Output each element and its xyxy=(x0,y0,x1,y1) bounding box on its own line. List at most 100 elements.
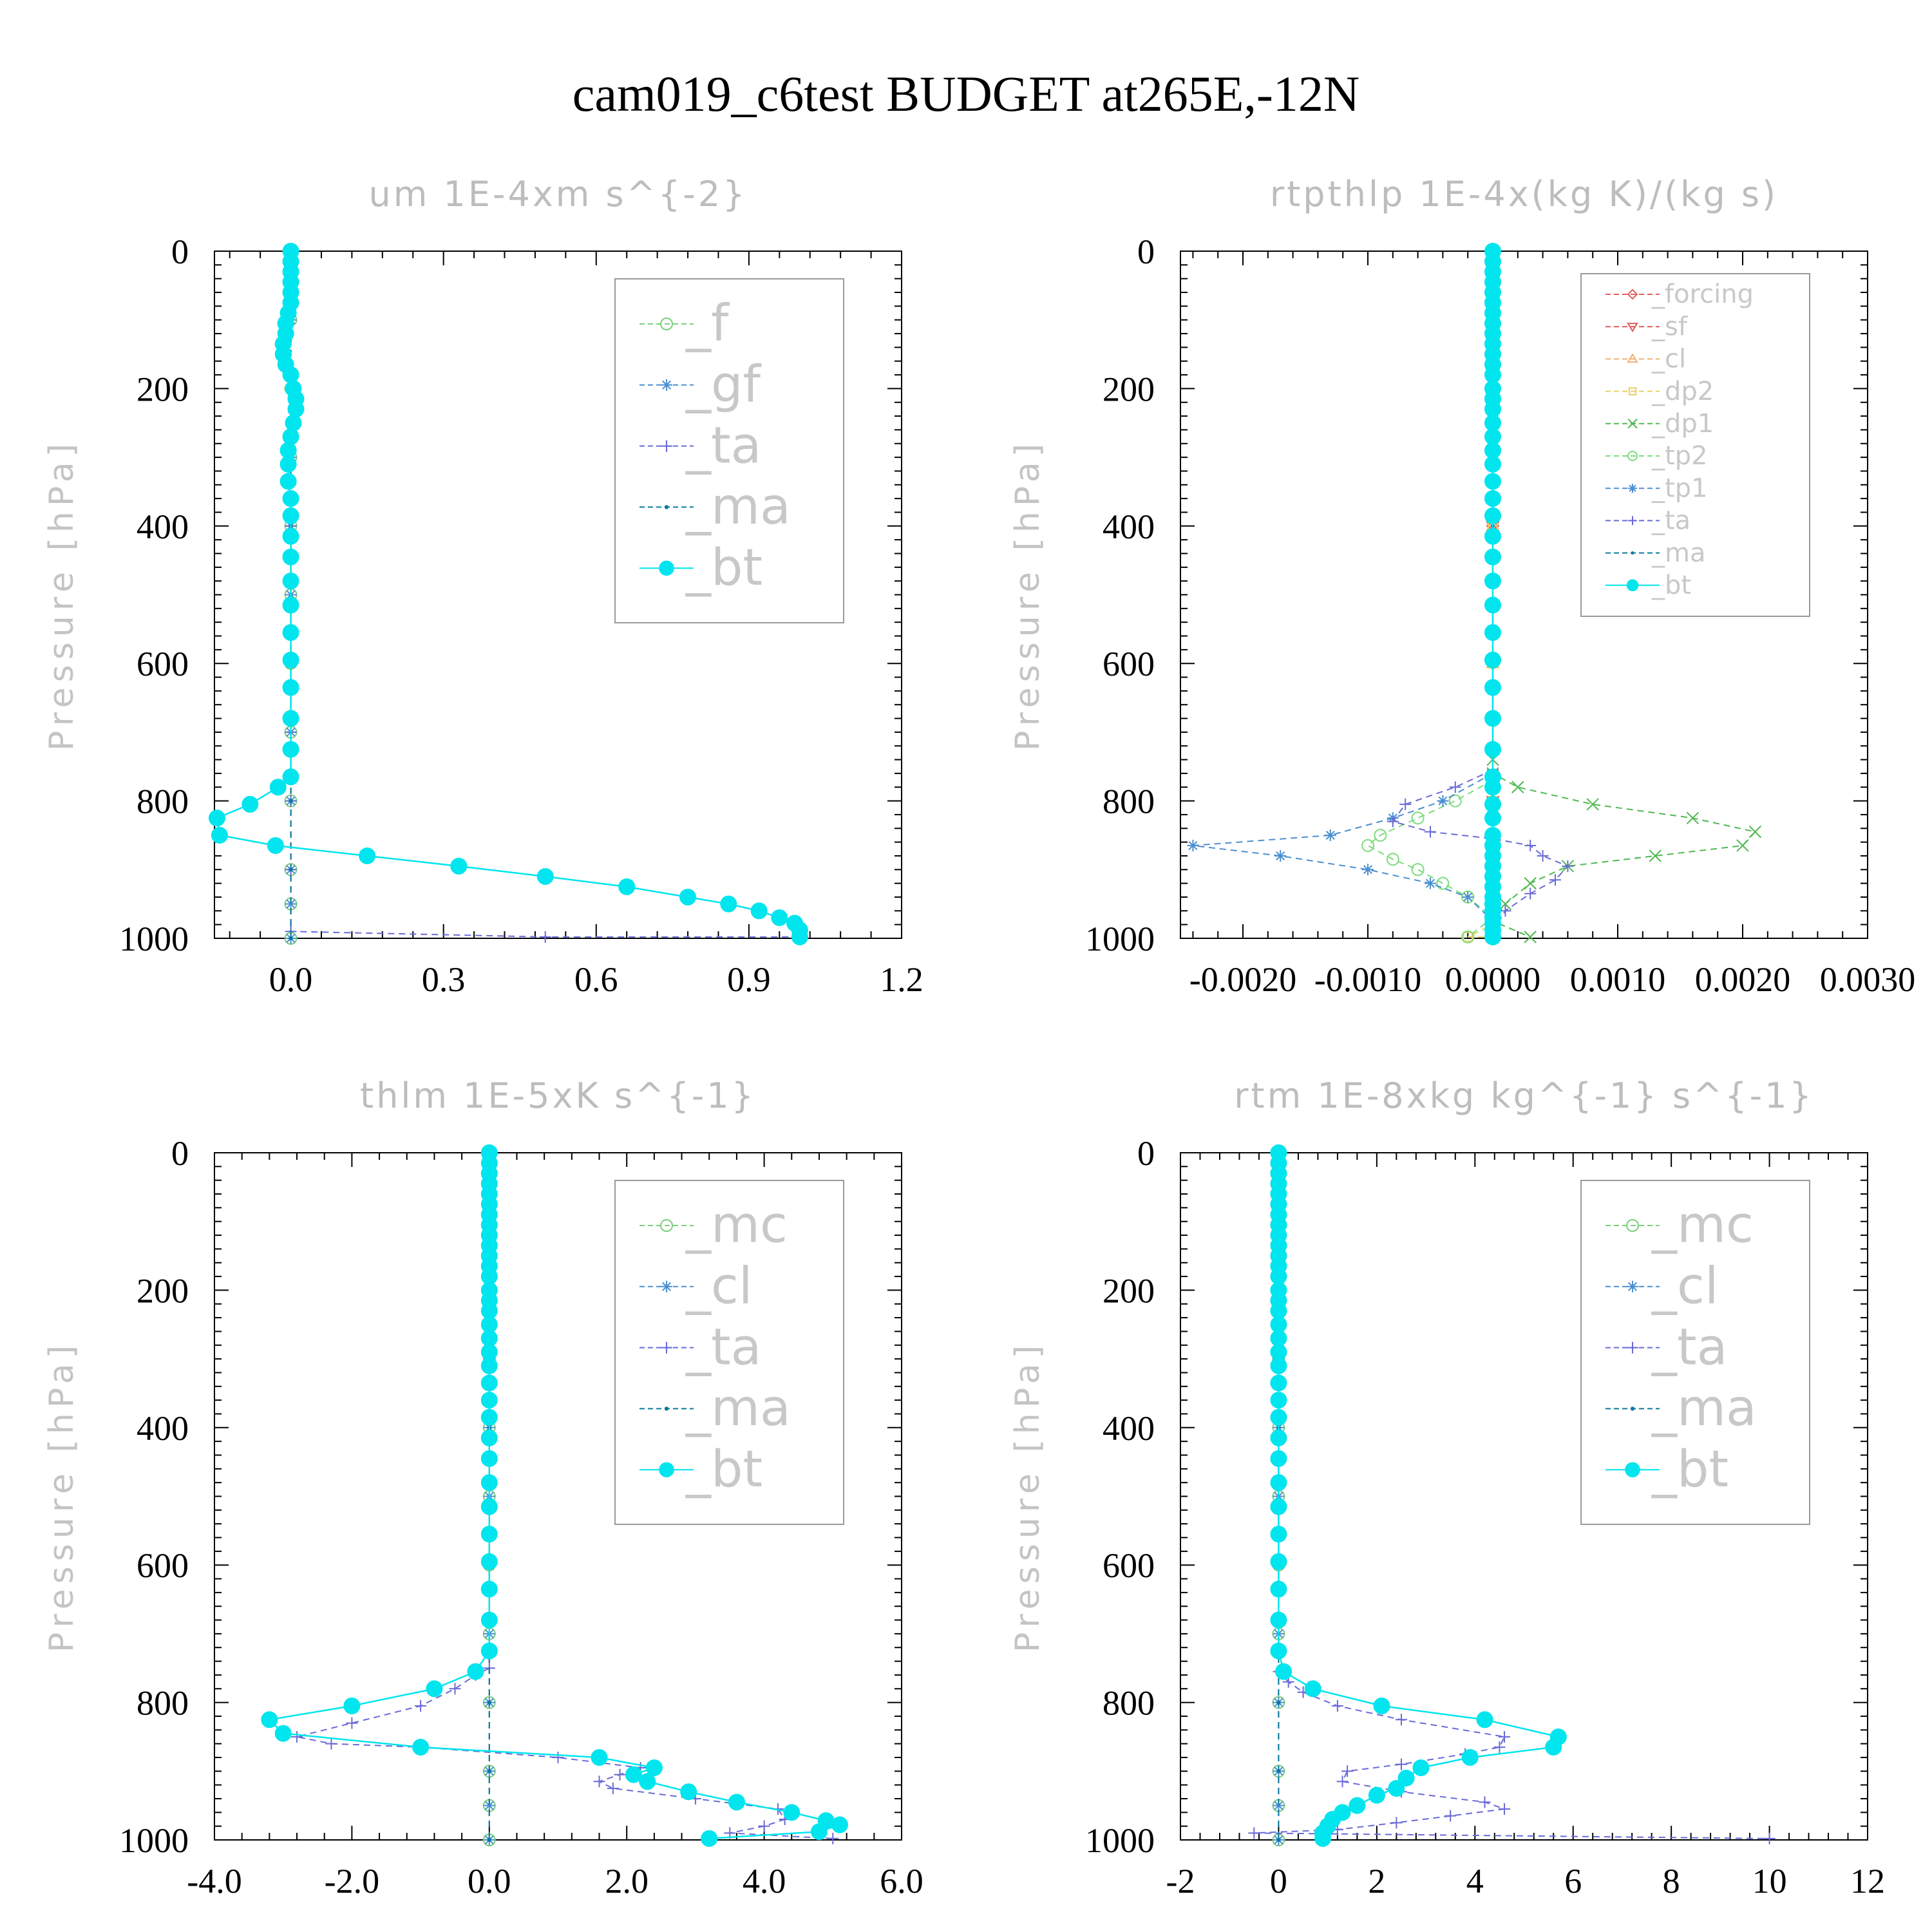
x-tick-label: 0.6 xyxy=(574,960,618,999)
y-axis-label: Pressure [hPa] xyxy=(1009,1340,1047,1653)
marker-circle xyxy=(1627,451,1638,461)
marker-cross xyxy=(1524,876,1537,890)
y-tick-label: 600 xyxy=(137,1546,189,1585)
x-tick-label: 0.0030 xyxy=(1820,960,1916,999)
marker-plus xyxy=(1499,1803,1511,1815)
marker-filled-circle xyxy=(645,1759,663,1776)
y-tick-label: 200 xyxy=(137,370,189,408)
marker-circle xyxy=(660,1219,673,1232)
legend-label: _bt xyxy=(685,539,762,597)
marker-dot xyxy=(289,867,293,872)
y-tick-label: 400 xyxy=(137,507,189,546)
x-tick-label: 6.0 xyxy=(880,1862,923,1900)
y-tick-label: 0 xyxy=(171,232,189,271)
x-tick-label: 10 xyxy=(1752,1862,1787,1900)
legend: _forcing _sf _cl _dp2 _dp1_tp2_tp1_ta_ma _bt xyxy=(1580,273,1810,617)
series-dp1 xyxy=(1486,753,1762,943)
marker-filled-circle xyxy=(1484,548,1501,565)
marker-dot xyxy=(1276,1769,1281,1774)
marker-star xyxy=(1437,795,1449,807)
y-tick-label: 800 xyxy=(1103,782,1155,821)
y-tick-label: 400 xyxy=(1103,1409,1155,1448)
marker-filled-circle xyxy=(1270,1611,1287,1629)
marker-plus xyxy=(1395,1758,1407,1770)
x-tick-label: 4.0 xyxy=(743,1862,786,1900)
marker-star xyxy=(285,898,297,910)
marker-filled-circle xyxy=(282,366,299,384)
marker-filled-circle xyxy=(480,1498,498,1515)
series-bt xyxy=(261,1144,848,1847)
marker-filled-circle xyxy=(791,928,808,945)
marker-star xyxy=(1628,484,1637,493)
marker-plus xyxy=(415,1700,427,1712)
marker-filled-circle xyxy=(1484,651,1501,668)
y-tick-label: 400 xyxy=(137,1409,189,1448)
y-tick-label: 600 xyxy=(1103,645,1155,683)
marker-plus xyxy=(539,931,551,943)
marker-plus xyxy=(661,440,672,452)
marker-dot xyxy=(664,505,669,509)
marker-plus xyxy=(593,1776,605,1788)
marker-filled-circle xyxy=(1484,455,1501,473)
marker-triangle-down xyxy=(1627,323,1638,333)
legend-label: _f xyxy=(685,295,730,353)
marker-plus xyxy=(449,1683,461,1695)
marker-circle xyxy=(1436,876,1450,890)
y-tick-label: 600 xyxy=(1103,1546,1155,1585)
legend-label: _bt xyxy=(685,1441,762,1499)
marker-filled-circle xyxy=(282,710,299,727)
marker-filled-circle xyxy=(1484,473,1501,490)
marker-filled-circle xyxy=(282,651,299,668)
legend-label: _mc xyxy=(1651,1197,1754,1255)
marker-circle xyxy=(1461,930,1475,943)
marker-plus xyxy=(1390,1817,1403,1829)
marker-filled-circle xyxy=(279,455,297,473)
y-tick-label: 200 xyxy=(1103,1271,1155,1310)
marker-plus xyxy=(1524,839,1537,851)
marker-filled-circle xyxy=(1373,1697,1390,1714)
legend-label: _cl xyxy=(1651,1258,1719,1316)
marker-star xyxy=(1187,839,1199,851)
marker-circle xyxy=(1386,853,1399,866)
marker-plus xyxy=(325,1738,337,1750)
chart-panel-2: rtpthlp 1E-4x(kg K)/(kg s) 0 200 400 600 800 1… xyxy=(1009,174,1915,999)
marker-square xyxy=(1463,932,1473,942)
marker-dot xyxy=(1630,1406,1635,1411)
marker-filled-circle xyxy=(480,1611,498,1629)
x-tick-label: -0.0020 xyxy=(1189,960,1296,999)
y-tick-label: 0 xyxy=(1137,1134,1155,1173)
marker-filled-circle xyxy=(783,1804,800,1821)
marker-dot xyxy=(1276,1837,1281,1842)
marker-filled-circle xyxy=(659,1462,674,1477)
marker-filled-circle xyxy=(267,837,284,854)
x-tick-label: 0.0020 xyxy=(1695,960,1791,999)
legend-label: _dp2 xyxy=(1651,377,1714,406)
marker-plus xyxy=(291,1730,303,1743)
series-line xyxy=(296,1667,833,1839)
marker-cross xyxy=(1748,825,1762,838)
marker-filled-circle xyxy=(1397,1769,1415,1786)
marker-star xyxy=(1324,829,1336,841)
marker-filled-circle xyxy=(359,847,376,864)
marker-filled-circle xyxy=(591,1748,608,1766)
marker-plus xyxy=(1537,849,1549,862)
marker-circle xyxy=(1374,828,1387,842)
legend-label: _bt xyxy=(1651,571,1691,600)
marker-circle xyxy=(1626,1219,1639,1232)
marker-cross xyxy=(1736,839,1749,852)
marker-filled-circle xyxy=(1484,624,1501,641)
marker-filled-circle xyxy=(282,490,299,507)
marker-filled-circle xyxy=(1484,596,1501,614)
marker-filled-circle xyxy=(1545,1738,1562,1756)
x-tick-label: -0.0010 xyxy=(1314,960,1421,999)
x-tick-label: 0.9 xyxy=(727,960,771,999)
y-tick-label: 1000 xyxy=(1085,1821,1155,1860)
legend-label: _ta xyxy=(1651,1318,1727,1376)
marker-cross xyxy=(1524,931,1537,943)
legend-box xyxy=(614,278,844,623)
x-tick-label: -2.0 xyxy=(325,1862,379,1900)
marker-filled-circle xyxy=(282,428,299,446)
x-tick-label: 2 xyxy=(1368,1862,1385,1900)
marker-plus xyxy=(552,1751,564,1763)
y-tick-label: 0 xyxy=(171,1134,189,1173)
